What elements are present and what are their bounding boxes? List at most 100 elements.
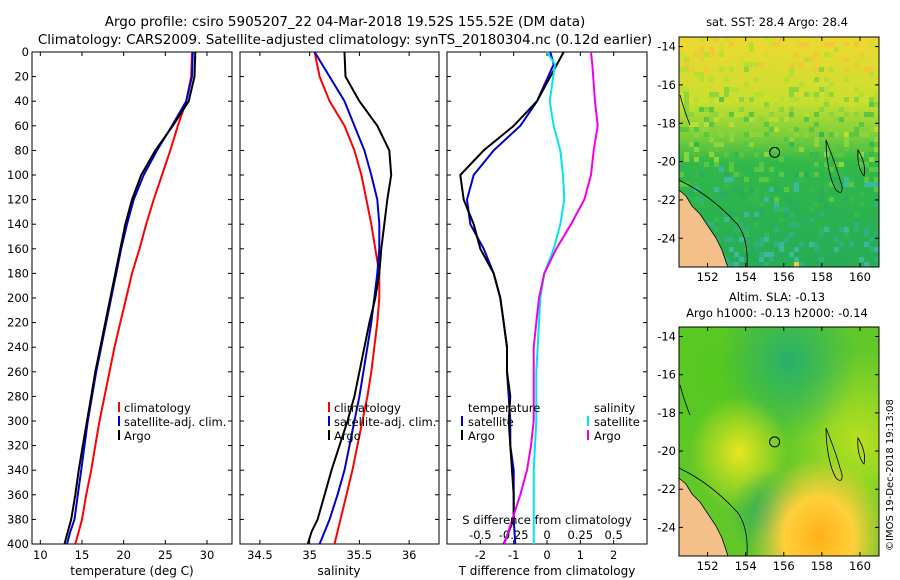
depth-tick-label: 140	[7, 217, 29, 231]
sst-pixel	[724, 152, 729, 157]
sst-pixel	[874, 187, 879, 192]
sst-pixel	[799, 177, 804, 182]
sst-pixel	[844, 227, 849, 232]
t-difference-tick-label: -2	[475, 548, 486, 562]
sst-pixel	[804, 117, 809, 122]
sst-pixel	[809, 217, 814, 222]
sst-pixel	[709, 122, 714, 127]
sst-pixel	[759, 132, 764, 137]
sst-pixel	[869, 102, 874, 107]
sst-pixel	[779, 37, 784, 42]
sst-pixel	[864, 67, 869, 72]
sst-pixel	[874, 177, 879, 182]
sst-pixel	[784, 157, 789, 162]
sst-pixel	[684, 102, 689, 107]
sst-pixel	[739, 227, 744, 232]
sst-pixel	[844, 182, 849, 187]
sst-pixel	[754, 82, 759, 87]
temperature-tick-label: 25	[158, 548, 173, 562]
latitude-tick-label: -22	[657, 193, 676, 207]
sst-pixel	[864, 232, 869, 237]
sst-pixel	[809, 187, 814, 192]
longitude-tick-label: 158	[811, 270, 833, 284]
sst-pixel	[714, 37, 719, 42]
sst-pixel	[784, 187, 789, 192]
sst-pixel	[824, 227, 829, 232]
sst-pixel	[809, 207, 814, 212]
sst-pixel	[774, 207, 779, 212]
sst-pixel	[814, 247, 819, 252]
sst-pixel	[779, 232, 784, 237]
sst-pixel	[844, 177, 849, 182]
s-satellite-diff-line	[532, 51, 566, 544]
sst-pixel	[819, 87, 824, 92]
sst-pixel	[749, 262, 754, 267]
sst-pixel	[804, 92, 809, 97]
sst-pixel	[699, 47, 704, 52]
sst-pixel	[789, 232, 794, 237]
sst-pixel	[719, 192, 724, 197]
sst-pixel	[794, 207, 799, 212]
sst-pixel	[769, 112, 774, 117]
legend-label-argo: Argo	[334, 429, 361, 443]
sst-pixel	[764, 157, 769, 162]
sst-pixel	[734, 172, 739, 177]
sst-pixel	[774, 117, 779, 122]
sst-pixel	[734, 187, 739, 192]
sst-pixel	[834, 172, 839, 177]
sst-pixel	[854, 167, 859, 172]
sst-pixel	[809, 147, 814, 152]
sst-pixel	[834, 102, 839, 107]
sst-pixel	[834, 237, 839, 242]
sst-pixel	[749, 97, 754, 102]
legend-label-t-argo: Argo	[468, 429, 495, 443]
sst-pixel	[789, 107, 794, 112]
sst-pixel	[684, 152, 689, 157]
depth-tick-label: 80	[14, 143, 29, 157]
sst-pixel	[834, 232, 839, 237]
sst-pixel	[869, 112, 874, 117]
sst-pixel	[694, 142, 699, 147]
salinity-tick-label: 35	[302, 548, 317, 562]
sst-pixel	[794, 132, 799, 137]
sst-pixel	[724, 257, 729, 262]
sst-pixel	[694, 52, 699, 57]
sst-pixel	[719, 97, 724, 102]
sst-pixel	[764, 232, 769, 237]
sst-pixel	[794, 97, 799, 102]
sst-pixel	[759, 252, 764, 257]
sst-pixel	[789, 142, 794, 147]
sst-pixel	[714, 82, 719, 87]
sst-pixel	[849, 182, 854, 187]
sst-pixel	[739, 232, 744, 237]
sst-pixel	[764, 197, 769, 202]
sst-pixel	[824, 52, 829, 57]
sst-pixel	[829, 77, 834, 82]
sst-pixel	[859, 202, 864, 207]
sst-pixel	[789, 222, 794, 227]
salinity-tick-label: 35.5	[347, 548, 373, 562]
sst-pixel	[829, 132, 834, 137]
temperature-tick-label: 15	[75, 548, 90, 562]
sst-pixel	[864, 162, 869, 167]
sst-pixel	[824, 207, 829, 212]
sst-pixel	[774, 187, 779, 192]
sst-pixel	[709, 107, 714, 112]
difference-profiles	[459, 51, 599, 545]
sst-pixel	[729, 137, 734, 142]
sst-pixel	[854, 42, 859, 47]
salinity-tick-label: 34.5	[247, 548, 273, 562]
latitude-tick-label: -20	[657, 444, 676, 458]
sst-pixel	[744, 37, 749, 42]
depth-tick-label: 200	[7, 291, 29, 305]
latitude-tick-label: -24	[657, 520, 676, 534]
sst-pixel	[739, 62, 744, 67]
sst-pixel	[799, 262, 804, 267]
sst-pixel	[749, 222, 754, 227]
sst-pixel	[769, 167, 774, 172]
sst-pixel	[799, 147, 804, 152]
sst-pixel	[739, 222, 744, 227]
sla-map-title-line1: Altim. SLA: -0.13	[729, 290, 825, 304]
sst-pixel	[709, 62, 714, 67]
sst-pixel	[784, 237, 789, 242]
